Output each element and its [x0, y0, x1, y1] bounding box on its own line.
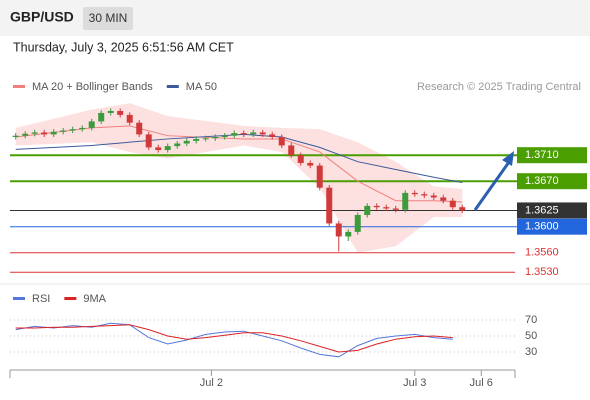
level-label: 1.3625 [525, 204, 559, 216]
candle-body [136, 122, 143, 135]
interval-button[interactable] [83, 7, 133, 30]
legend-label: MA 20 + Bollinger Bands [32, 81, 153, 93]
candle-body [107, 110, 114, 113]
candle-body [278, 136, 285, 146]
arrow-head [502, 151, 514, 166]
candle-body [383, 207, 390, 209]
candle-body [126, 114, 133, 123]
candle-body [221, 135, 228, 137]
interval[interactable]: 30 MIN [89, 11, 128, 25]
legend-swatch [166, 85, 179, 88]
level-label: 1.3530 [525, 266, 559, 278]
legend-label: RSI [32, 293, 50, 305]
x-tick-label: Jul 6 [470, 377, 493, 389]
credit: Research © 2025 Trading Central [417, 81, 581, 93]
candle-body [421, 194, 428, 196]
candle-body [164, 146, 171, 150]
x-tick-label: Jul 2 [200, 377, 223, 389]
candle-body [50, 131, 57, 135]
rsi-line [15, 324, 453, 353]
timestamp: Thursday, July 3, 2025 6:51:56 AM CET [13, 40, 234, 54]
candle-body [174, 143, 181, 147]
symbol: GBP/USD [10, 9, 74, 25]
candle-body [193, 138, 200, 141]
candle-body [250, 132, 257, 135]
candle-body [354, 214, 361, 232]
candle-body [22, 133, 29, 136]
candle-body [402, 192, 409, 210]
candle-body [459, 207, 466, 211]
candle-body [269, 134, 276, 137]
legend-swatch [64, 297, 77, 300]
x-tick-label: Jul 3 [403, 377, 426, 389]
candle-body [259, 132, 266, 135]
forecast-arrow [473, 161, 511, 211]
candle-body [240, 133, 247, 135]
candle-body [98, 112, 105, 122]
candle-body [69, 129, 76, 131]
candle-body [117, 110, 124, 115]
candle-body [60, 130, 67, 132]
candle-body [411, 192, 418, 195]
candle-body [88, 121, 95, 128]
candle-body [12, 135, 19, 137]
legend-swatch [13, 85, 25, 88]
candle-body [155, 147, 162, 150]
candle-body [231, 133, 238, 136]
candle-body [212, 136, 219, 139]
candle-body [183, 140, 190, 144]
candle-body [316, 165, 323, 188]
candle-body [79, 127, 86, 130]
candle-body [145, 134, 152, 148]
level-label: 1.3560 [525, 247, 559, 259]
candle-body [41, 132, 48, 135]
candle-body [31, 132, 38, 134]
level-box [517, 202, 587, 219]
y-tick-label: 30 [525, 346, 537, 358]
legend-label: MA 50 [186, 81, 217, 93]
candle-body [335, 223, 342, 237]
bollinger-band [15, 103, 463, 253]
candle-body [373, 205, 380, 208]
candle-body [288, 145, 295, 156]
candle-body [440, 197, 447, 201]
candle-body [364, 205, 371, 215]
level-label: 1.3600 [525, 221, 559, 233]
candle-body [326, 187, 333, 224]
legend-label: 9MA [83, 293, 106, 305]
legend-swatch [13, 297, 25, 300]
level-box [517, 147, 587, 164]
candle-body [202, 138, 209, 140]
y-tick-label: 50 [525, 330, 537, 342]
level-label: 1.3670 [525, 175, 559, 187]
level-box [517, 218, 587, 235]
level-box [517, 173, 587, 190]
y-tick-label: 70 [525, 314, 537, 326]
candle-body [345, 231, 352, 237]
level-label: 1.3710 [525, 149, 559, 161]
candle-body [449, 200, 456, 208]
candle-body [297, 155, 304, 163]
candle-body [430, 195, 437, 198]
ma-line [15, 133, 463, 183]
candle-body [307, 162, 314, 166]
candle-body [392, 208, 399, 210]
